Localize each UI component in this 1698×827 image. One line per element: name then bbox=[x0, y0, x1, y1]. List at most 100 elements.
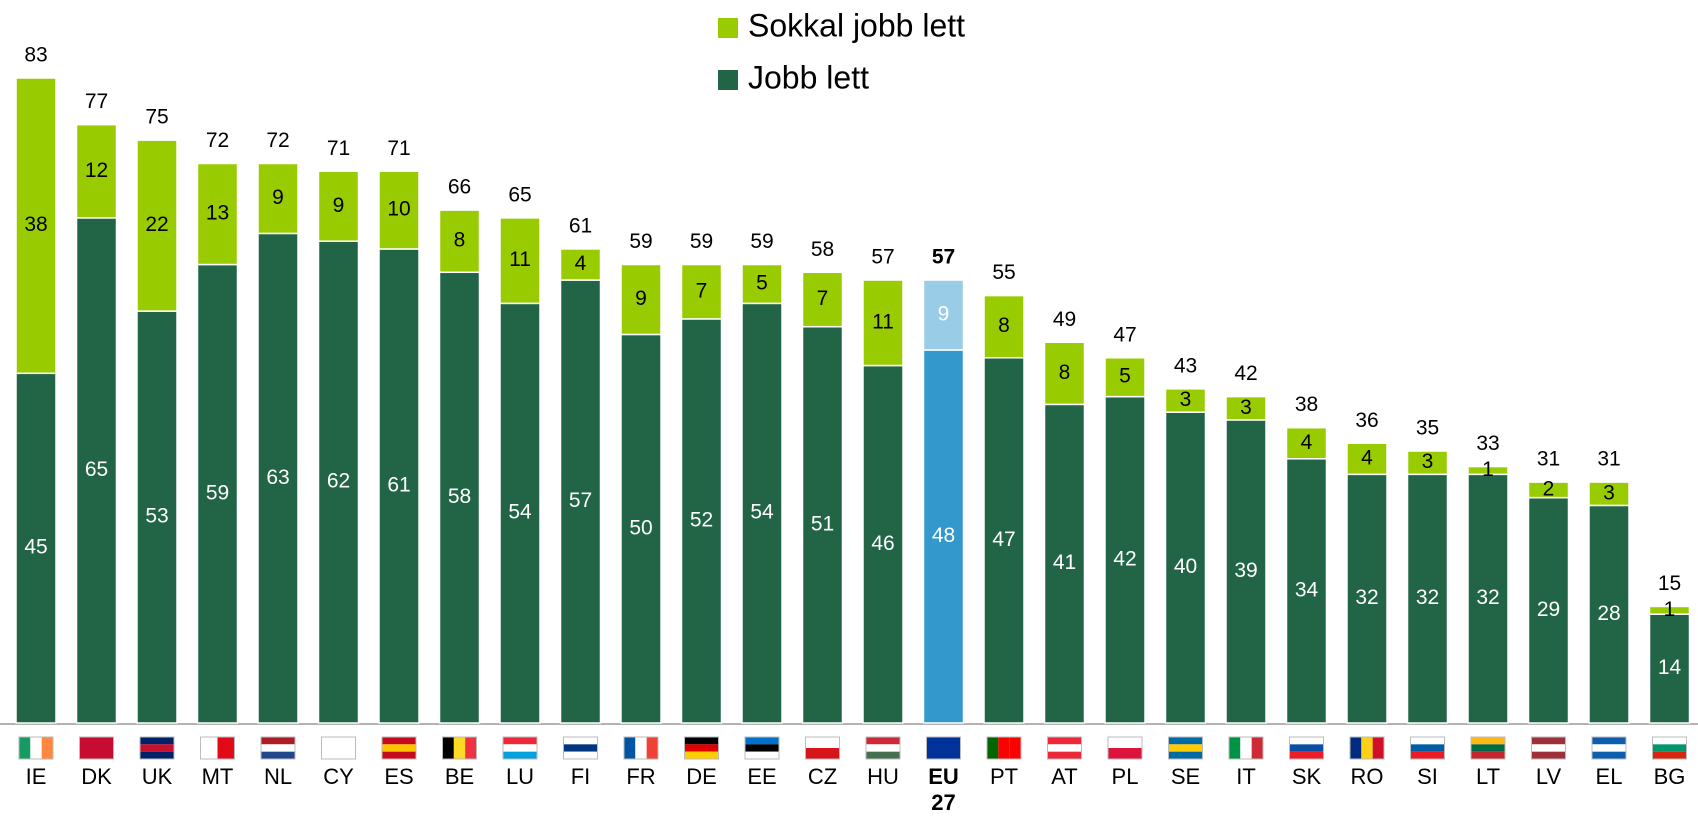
x-tick-label: MT bbox=[201, 764, 234, 789]
bar-segment bbox=[983, 357, 1025, 724]
segment-label: 42 bbox=[1113, 547, 1136, 570]
segment-label: 7 bbox=[817, 287, 829, 310]
segment-label: 14 bbox=[1658, 656, 1682, 679]
flag bbox=[1289, 737, 1324, 745]
total-label: 83 bbox=[24, 44, 47, 67]
segment-label: 45 bbox=[24, 536, 47, 559]
total-label: 57 bbox=[932, 246, 955, 269]
bar-segment bbox=[15, 372, 57, 724]
segment-label: 11 bbox=[872, 310, 894, 333]
segment-label: 58 bbox=[448, 485, 471, 508]
flag-border bbox=[623, 736, 659, 760]
segment-label: 8 bbox=[454, 229, 466, 252]
flag-border bbox=[1410, 736, 1445, 760]
bar-segment bbox=[1527, 496, 1570, 724]
segment-label: 46 bbox=[871, 532, 894, 555]
flag-border bbox=[684, 736, 719, 760]
x-tick-label: NL bbox=[263, 764, 293, 789]
segment-label: 32 bbox=[1355, 586, 1378, 609]
flag bbox=[442, 737, 454, 759]
segment-label: 9 bbox=[938, 303, 950, 326]
segment-label: 28 bbox=[1597, 602, 1620, 625]
flag bbox=[866, 751, 900, 759]
flag-border bbox=[744, 736, 780, 760]
segment-label: 50 bbox=[629, 516, 652, 539]
x-tick-label: LU bbox=[505, 764, 535, 789]
x-tick-label: IT bbox=[1236, 764, 1256, 789]
x-tick-label: BG bbox=[1653, 764, 1686, 789]
bar-segment bbox=[1285, 458, 1328, 724]
flag bbox=[140, 744, 174, 752]
flag bbox=[1009, 737, 1021, 759]
flag-border bbox=[502, 736, 538, 760]
total-label: 71 bbox=[387, 137, 410, 160]
segment-label: 3 bbox=[1422, 450, 1434, 473]
bar-segment bbox=[1588, 481, 1630, 507]
flag-border bbox=[442, 736, 477, 760]
bar-segment bbox=[1467, 465, 1509, 476]
flag-border bbox=[1168, 736, 1203, 760]
flag-border bbox=[1107, 736, 1143, 760]
segment-label: 8 bbox=[1059, 361, 1071, 384]
segment-label: 3 bbox=[1240, 396, 1252, 419]
flag-border bbox=[1047, 736, 1082, 760]
flag bbox=[1410, 744, 1445, 752]
segment-label: 9 bbox=[333, 194, 345, 217]
segment-label: 41 bbox=[1053, 551, 1076, 574]
flag bbox=[1531, 737, 1566, 745]
total-label: 49 bbox=[1053, 308, 1076, 331]
bar-segment bbox=[438, 209, 481, 274]
flag bbox=[646, 737, 658, 759]
x-tick-label: LT bbox=[1475, 764, 1501, 789]
flag-border bbox=[1228, 736, 1264, 760]
flag bbox=[624, 737, 636, 759]
flag bbox=[1047, 737, 1082, 745]
flag bbox=[1168, 737, 1203, 745]
flag bbox=[1410, 737, 1445, 745]
segment-label: 32 bbox=[1476, 586, 1499, 609]
total-label: 77 bbox=[85, 90, 108, 113]
segment-label: 39 bbox=[1234, 559, 1257, 582]
x-tick-label: PL bbox=[1111, 764, 1139, 789]
total-label: 72 bbox=[206, 129, 229, 152]
segment-label: 9 bbox=[635, 287, 647, 310]
flag bbox=[382, 737, 416, 745]
flag bbox=[1251, 737, 1263, 759]
bar-segment bbox=[75, 123, 118, 219]
flag bbox=[563, 751, 598, 759]
total-label: 59 bbox=[690, 230, 713, 253]
bar-segment bbox=[15, 77, 57, 375]
flag bbox=[503, 737, 537, 745]
flag bbox=[1652, 744, 1687, 752]
segment-label: 5 bbox=[756, 271, 768, 294]
flag bbox=[1471, 737, 1505, 745]
flag bbox=[261, 744, 295, 752]
bar-segment bbox=[1406, 450, 1449, 476]
flag bbox=[563, 737, 598, 745]
x-tick-label: SK bbox=[1291, 764, 1322, 789]
flag bbox=[261, 751, 295, 759]
segment-label: 61 bbox=[387, 474, 410, 497]
x-tick-label: UK bbox=[141, 764, 173, 789]
flag-border bbox=[1289, 736, 1324, 760]
flag bbox=[1471, 751, 1505, 759]
flag bbox=[382, 751, 416, 759]
total-label: 33 bbox=[1476, 432, 1499, 455]
bar-segment bbox=[620, 333, 662, 724]
flag bbox=[1652, 751, 1687, 759]
total-label: 38 bbox=[1295, 393, 1318, 416]
legend-swatch bbox=[718, 18, 738, 38]
total-label: 72 bbox=[266, 129, 289, 152]
flag bbox=[987, 737, 999, 759]
flag bbox=[1168, 751, 1203, 759]
flag bbox=[503, 744, 537, 752]
bar-segment bbox=[196, 263, 239, 724]
x-tick-label: SE bbox=[1170, 764, 1201, 789]
x-tick-label: DK bbox=[81, 764, 112, 789]
flag-border bbox=[1591, 736, 1627, 760]
segment-label: 54 bbox=[508, 501, 532, 524]
segment-label: 29 bbox=[1537, 598, 1560, 621]
flag bbox=[261, 737, 295, 745]
total-label: 43 bbox=[1174, 354, 1197, 377]
flag bbox=[926, 737, 961, 759]
